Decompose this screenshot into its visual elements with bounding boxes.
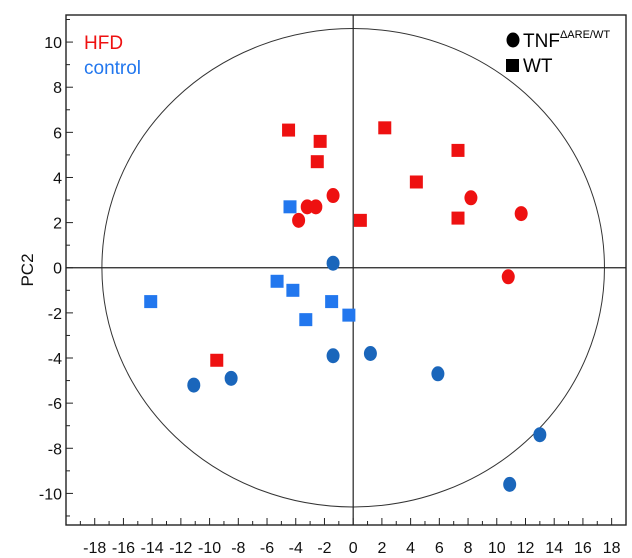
tick-labels: -18 -16 -14 -12 -10 -8 -6 -4 -2 0 2 4 6 8 10 12 14 16 18 10… bbox=[39, 35, 621, 557]
point-control-square-0 bbox=[144, 295, 158, 309]
point-hfd-square-1 bbox=[313, 134, 327, 148]
x-tick-label-16: 16 bbox=[574, 540, 592, 557]
y-tick-label-6: 6 bbox=[53, 125, 62, 142]
y-tick-label--10: -10 bbox=[39, 486, 62, 503]
data-points bbox=[144, 121, 547, 492]
point-control-square-6 bbox=[342, 308, 356, 322]
legend-tnf-superscript: ΔARE/WT bbox=[560, 29, 610, 41]
legend-wt-label: WT bbox=[523, 56, 553, 77]
axis-ticks bbox=[66, 19, 613, 525]
point-control-square-2 bbox=[286, 283, 300, 297]
point-control-circle-7 bbox=[503, 476, 517, 492]
plot-frame bbox=[65, 14, 627, 526]
point-control-circle-0 bbox=[326, 255, 340, 271]
x-tick-label-12: 12 bbox=[517, 540, 535, 557]
y-tick-label-0: 0 bbox=[53, 261, 62, 278]
x-tick-label--12: -12 bbox=[169, 540, 192, 557]
point-hfd-circle-5 bbox=[514, 206, 528, 222]
y-tick-label--4: -4 bbox=[48, 351, 62, 368]
point-hfd-square-4 bbox=[409, 175, 423, 189]
point-hfd-circle-6 bbox=[501, 269, 515, 285]
x-tick-label-0: 0 bbox=[349, 540, 358, 557]
point-hfd-square-6 bbox=[451, 211, 465, 225]
y-tick-label-10: 10 bbox=[44, 35, 62, 52]
y-tick-label-4: 4 bbox=[53, 170, 62, 187]
x-tick-label-4: 4 bbox=[406, 540, 415, 557]
point-control-circle-3 bbox=[431, 366, 445, 382]
point-control-circle-5 bbox=[224, 370, 238, 386]
point-hfd-square-3 bbox=[378, 121, 392, 135]
point-hfd-circle-4 bbox=[464, 190, 478, 206]
y-tick-label--2: -2 bbox=[48, 306, 62, 323]
x-tick-label--14: -14 bbox=[141, 540, 164, 557]
point-control-circle-1 bbox=[326, 348, 340, 364]
point-hfd-square-8 bbox=[210, 353, 224, 367]
point-control-square-3 bbox=[283, 200, 297, 214]
legend-control: control bbox=[84, 58, 141, 79]
point-control-square-1 bbox=[270, 274, 284, 288]
legend-tnf-label: TNFΔARE/WT bbox=[523, 29, 610, 52]
legend-hfd: HFD bbox=[84, 33, 123, 54]
x-tick-label-18: 18 bbox=[603, 540, 621, 557]
point-control-square-4 bbox=[325, 295, 339, 309]
shape-legend: TNFΔARE/WT WT bbox=[506, 29, 610, 77]
point-hfd-square-7 bbox=[353, 213, 367, 227]
point-hfd-circle-1 bbox=[309, 199, 323, 215]
legend-circle-marker bbox=[506, 32, 520, 48]
x-tick-label--4: -4 bbox=[289, 540, 303, 557]
x-tick-label--6: -6 bbox=[260, 540, 274, 557]
x-tick-label--8: -8 bbox=[231, 540, 245, 557]
legend-square-marker bbox=[506, 59, 519, 72]
point-control-circle-4 bbox=[187, 377, 201, 393]
point-hfd-square-2 bbox=[310, 155, 324, 169]
x-tick-label--10: -10 bbox=[198, 540, 221, 557]
point-hfd-square-0 bbox=[282, 123, 296, 137]
x-tick-label--16: -16 bbox=[112, 540, 135, 557]
x-tick-label-8: 8 bbox=[464, 540, 473, 557]
y-tick-label--8: -8 bbox=[48, 441, 62, 458]
point-hfd-circle-3 bbox=[292, 212, 306, 228]
zero-axis-lines bbox=[66, 15, 626, 525]
legend-tnf-main: TNF bbox=[523, 31, 560, 52]
y-tick-label-8: 8 bbox=[53, 80, 62, 97]
x-tick-label-14: 14 bbox=[545, 540, 563, 557]
point-hfd-square-5 bbox=[451, 143, 465, 157]
x-tick-label-10: 10 bbox=[488, 540, 506, 557]
x-tick-label--2: -2 bbox=[317, 540, 331, 557]
point-hfd-circle-2 bbox=[326, 188, 340, 204]
y-tick-label-2: 2 bbox=[53, 216, 62, 233]
y-tick-label--6: -6 bbox=[48, 396, 62, 413]
point-control-square-5 bbox=[299, 313, 313, 327]
x-tick-label-2: 2 bbox=[377, 540, 386, 557]
x-tick-label--18: -18 bbox=[83, 540, 106, 557]
x-tick-label-6: 6 bbox=[435, 540, 444, 557]
point-control-circle-2 bbox=[363, 345, 377, 361]
y-axis-title: PC2 bbox=[18, 253, 37, 286]
color-legend: HFD control bbox=[84, 33, 141, 79]
point-control-circle-6 bbox=[533, 427, 547, 443]
